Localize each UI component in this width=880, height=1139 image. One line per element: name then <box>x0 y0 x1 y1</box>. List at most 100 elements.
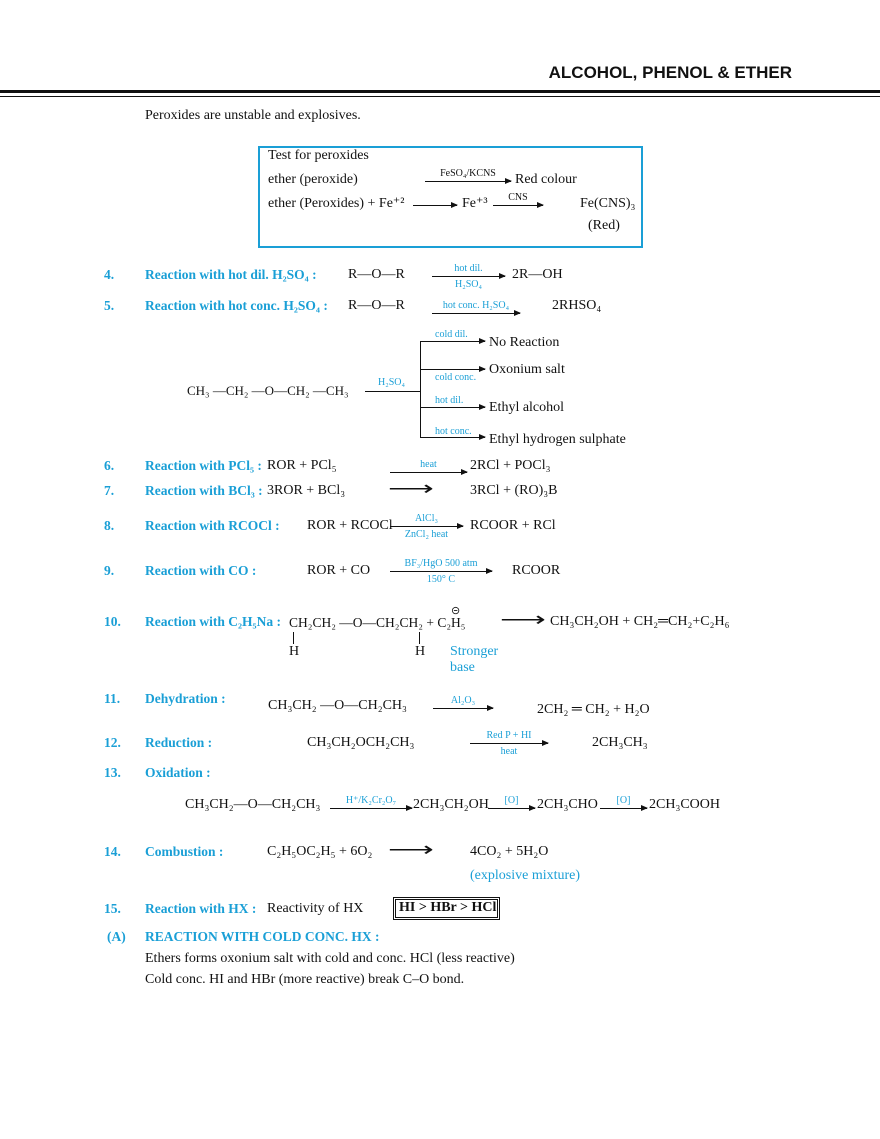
reactivity-order: HI > HBr > HCl <box>399 900 497 915</box>
reaction-arrow: AlCl₃ ZnCl₂ heat <box>390 513 464 540</box>
reactant: ROR + RCOCl <box>307 518 393 533</box>
long-arrow: ⟶ <box>388 478 434 500</box>
product: RCOOR <box>512 563 561 578</box>
oxidation-step: 2CH₃CHO <box>537 797 598 812</box>
box-r2-mid: Fe⁺³ <box>462 196 488 211</box>
arrow-label: FeSO₄/KCNS <box>440 168 496 179</box>
item-number: 13. <box>104 765 121 780</box>
body-text: Cold conc. HI and HBr (more reactive) br… <box>145 972 465 987</box>
carbanion-charge: ⊝ <box>451 605 461 617</box>
branch-arrow <box>420 366 486 372</box>
item-heading: Reaction with CO : <box>145 563 257 578</box>
reactant: CH₃CH₂ —O—CH₂CH₃ <box>268 698 407 713</box>
reactant: R—O—R <box>348 267 405 282</box>
branch-product: Oxonium salt <box>489 362 565 377</box>
reactivity-order-box <box>393 897 500 920</box>
header-rule-thin <box>0 96 880 97</box>
reaction-arrow: hot dil. H₂SO₄ <box>432 263 506 290</box>
item-number: 14. <box>104 844 121 859</box>
reactant: CH₃CH₂OCH₂CH₃ <box>307 735 415 750</box>
peroxide-test-box <box>258 146 643 248</box>
reaction-arrow: FeSO₄/KCNS <box>425 168 512 184</box>
branch-product: Ethyl hydrogen sulphate <box>489 432 626 447</box>
item-number: 15. <box>104 901 121 916</box>
box-r1-left: ether (peroxide) <box>268 172 358 187</box>
product: 3RCl + (RO)₃B <box>470 483 558 498</box>
section-title: REACTION WITH COLD CONC. HX : <box>145 929 380 944</box>
reactant: ROR + CO <box>307 563 371 578</box>
product: 4CO₂ + 5H₂O <box>470 844 549 859</box>
product: 2CH₂ ═ CH₂ + H₂O <box>537 702 650 717</box>
reaction-arrow: CNS <box>493 192 544 208</box>
branch-condition: hot conc. <box>435 426 472 437</box>
item-number: 8. <box>104 518 115 533</box>
reaction-arrow: H⁺/K₂Cr₂O₇ <box>330 795 413 811</box>
hydrogen-label: H <box>289 644 300 659</box>
section-number: (A) <box>107 929 126 944</box>
box-title: Test for peroxides <box>268 148 369 163</box>
reaction-arrow: heat <box>390 459 468 475</box>
reaction-arrow: [O] <box>488 795 536 811</box>
header-title: ALCOHOL, PHENOL & ETHER <box>548 63 792 82</box>
branch-vertical <box>420 341 421 438</box>
item-heading: Combustion : <box>145 844 224 859</box>
bond-line <box>293 632 294 644</box>
arrow-label: [O] <box>616 795 631 806</box>
branch-stem <box>365 391 421 392</box>
arrow-label: [O] <box>504 795 519 806</box>
hydrogen-label: H <box>415 644 426 659</box>
reaction-arrow: [O] <box>600 795 648 811</box>
branch-condition: cold dil. <box>435 329 468 340</box>
item-heading: Reaction with hot dil. H₂SO₄ : <box>145 267 317 282</box>
item-number: 5. <box>104 298 115 313</box>
item-number: 7. <box>104 483 115 498</box>
note: Stronger <box>450 644 499 659</box>
branch-reactant: CH₃ —CH₂ —O—CH₂ —CH₃ <box>187 383 349 398</box>
branch-condition: cold conc. <box>435 372 477 383</box>
statement: Reactivity of HX <box>267 901 364 916</box>
branch-arrow <box>420 338 486 344</box>
item-number: 4. <box>104 267 115 282</box>
product: RCOOR + RCl <box>470 518 556 533</box>
item-heading: Reduction : <box>145 735 213 750</box>
arrow-label: heat <box>500 746 518 757</box>
arrow-label: Al₂O₃ <box>450 695 476 706</box>
arrow-label: BF₃/HgO 500 atm <box>404 558 478 569</box>
item-heading: Reaction with RCOCl : <box>145 518 280 533</box>
item-heading: Oxidation : <box>145 765 211 780</box>
box-r2-note: (Red) <box>588 218 620 233</box>
note: (explosive mixture) <box>470 868 581 883</box>
oxidation-step: CH₃CH₂—O—CH₂CH₃ <box>185 797 321 812</box>
product: 2RCl + POCl₃ <box>470 458 551 473</box>
branch-condition: hot dil. <box>435 395 464 406</box>
arrow-label: H₂SO₄ <box>455 279 482 290</box>
item-heading: Reaction with C₂H₅Na : <box>145 614 281 629</box>
product: CH₃CH₂OH + CH₂═CH₂+C₂H₆ <box>550 614 730 629</box>
long-arrow: ⟶ <box>388 839 434 861</box>
arrow-label: heat <box>420 459 437 470</box>
header-rule-thick <box>0 90 880 93</box>
arrow-label: Red P + HI <box>486 730 532 741</box>
item-number: 12. <box>104 735 121 750</box>
branch-arrow <box>420 404 486 410</box>
item-number: 6. <box>104 458 115 473</box>
branch-product: Ethyl alcohol <box>489 400 565 415</box>
reaction-arrow: Red P + HI heat <box>470 730 549 757</box>
oxidation-step: 2CH₃CH₂OH <box>413 797 489 812</box>
reactant: R—O—R <box>348 298 405 313</box>
arrow-label: hot conc. H₂SO₄ <box>442 300 510 311</box>
box-r1-right: Red colour <box>515 172 577 187</box>
product: 2CH₃CH₃ <box>592 735 648 750</box>
reactant: 3ROR + BCl₃ <box>267 483 346 498</box>
oxidation-step: 2CH₃COOH <box>649 797 720 812</box>
long-arrow: ⟶ <box>500 609 546 631</box>
branch-arrow <box>420 434 486 440</box>
branch-reagent: H₂SO₄ <box>378 377 405 388</box>
branch-product: No Reaction <box>489 335 560 350</box>
item-heading: Dehydration : <box>145 691 226 706</box>
arrow-label: H⁺/K₂Cr₂O₇ <box>345 795 397 806</box>
intro-text: Peroxides are unstable and explosives. <box>145 108 361 123</box>
reaction-arrow: Al₂O₃ <box>433 695 494 711</box>
item-number: 10. <box>104 614 121 629</box>
